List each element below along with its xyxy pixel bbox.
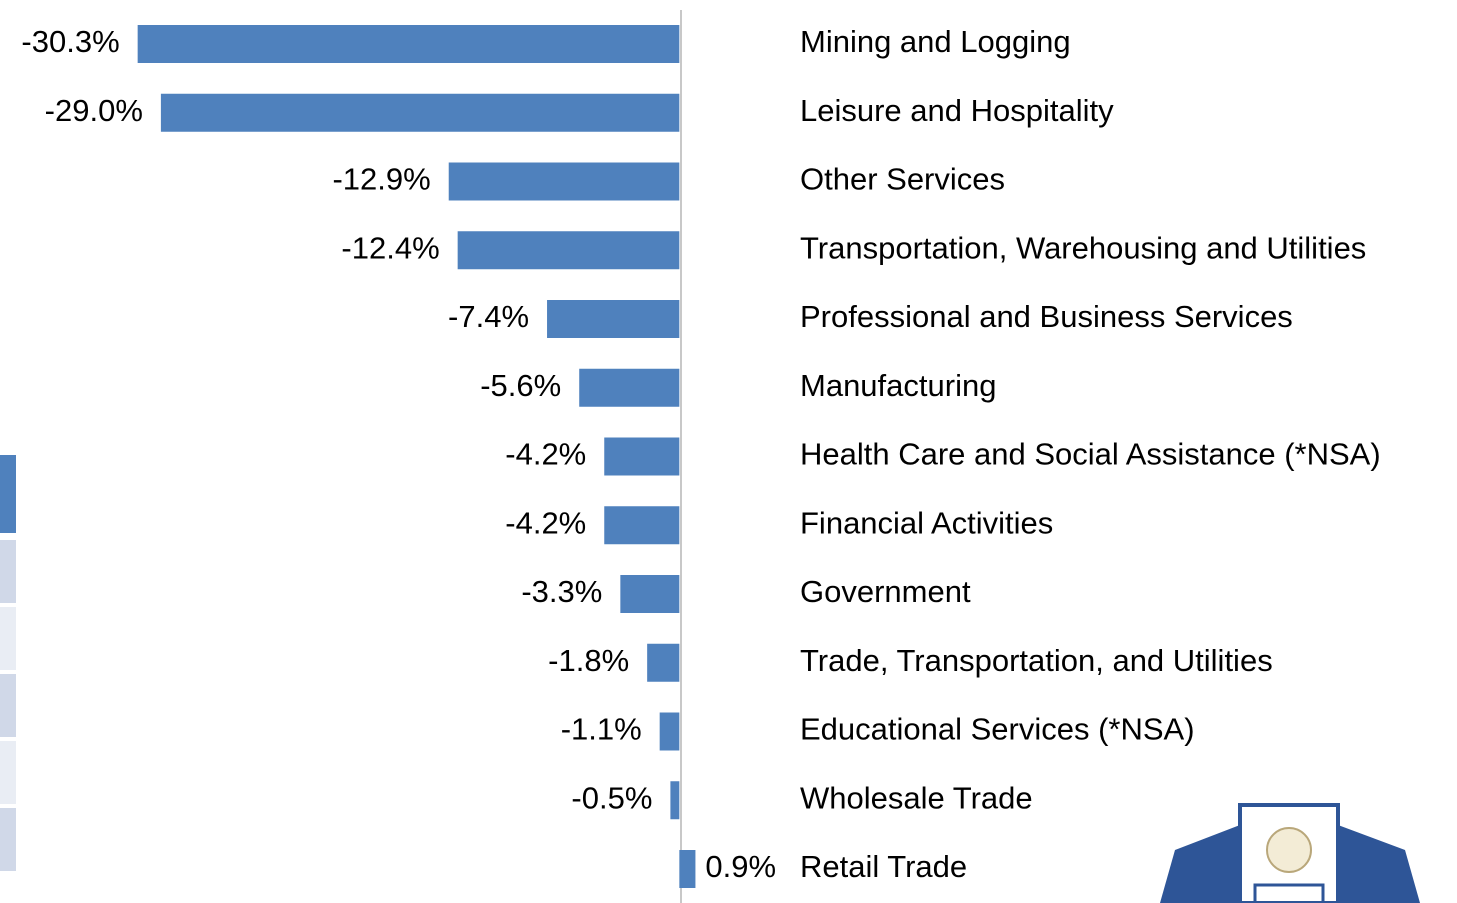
- bar: [604, 506, 680, 545]
- side-panel: [0, 455, 16, 871]
- value-label: -0.5%: [571, 780, 652, 815]
- category-label: Leisure and Hospitality: [800, 93, 1114, 128]
- value-label: -4.2%: [505, 437, 586, 472]
- bar: [457, 231, 680, 270]
- category-label: Health Care and Social Assistance (*NSA): [800, 437, 1381, 472]
- category-label: Transportation, Warehousing and Utilitie…: [800, 230, 1366, 265]
- bar: [620, 575, 680, 613]
- bar: [160, 93, 680, 132]
- value-label: -29.0%: [45, 93, 143, 128]
- logo: [1160, 803, 1420, 903]
- category-label: Professional and Business Services: [800, 299, 1293, 334]
- bar: [579, 368, 680, 407]
- panel-block: [0, 808, 16, 871]
- category-label: Other Services: [800, 162, 1005, 197]
- value-label: -4.2%: [505, 505, 586, 540]
- panel-block: [0, 455, 16, 533]
- category-label: Financial Activities: [800, 505, 1053, 540]
- category-label: Wholesale Trade: [800, 780, 1033, 815]
- logo-door: [1253, 883, 1325, 903]
- panel-block: [0, 741, 16, 804]
- bar: [448, 162, 680, 201]
- bar: [647, 643, 680, 682]
- bar: [137, 25, 680, 63]
- category-label: Manufacturing: [800, 368, 996, 403]
- value-label: 0.9%: [705, 849, 776, 884]
- category-label: Retail Trade: [800, 849, 967, 884]
- logo-wing: [1338, 825, 1420, 903]
- bar: [670, 781, 680, 820]
- logo-seal: [1266, 827, 1312, 873]
- bar: [547, 300, 680, 338]
- category-label: Mining and Logging: [800, 24, 1071, 59]
- value-label: -12.4%: [341, 230, 439, 265]
- panel-block: [0, 674, 16, 737]
- bar: [659, 712, 680, 751]
- logo-wing: [1160, 825, 1240, 903]
- value-label: -12.9%: [332, 162, 430, 197]
- value-label: -7.4%: [448, 299, 529, 334]
- value-label: -1.8%: [548, 643, 629, 678]
- value-label: -5.6%: [480, 368, 561, 403]
- panel-block: [0, 607, 16, 670]
- category-label: Government: [800, 574, 971, 609]
- bar: [679, 850, 696, 888]
- value-label: -1.1%: [561, 712, 642, 747]
- panel-block: [0, 540, 16, 603]
- category-label: Trade, Transportation, and Utilities: [800, 643, 1273, 678]
- bar: [604, 437, 680, 476]
- category-label: Educational Services (*NSA): [800, 712, 1195, 747]
- value-label: -30.3%: [21, 24, 119, 59]
- value-label: -3.3%: [521, 574, 602, 609]
